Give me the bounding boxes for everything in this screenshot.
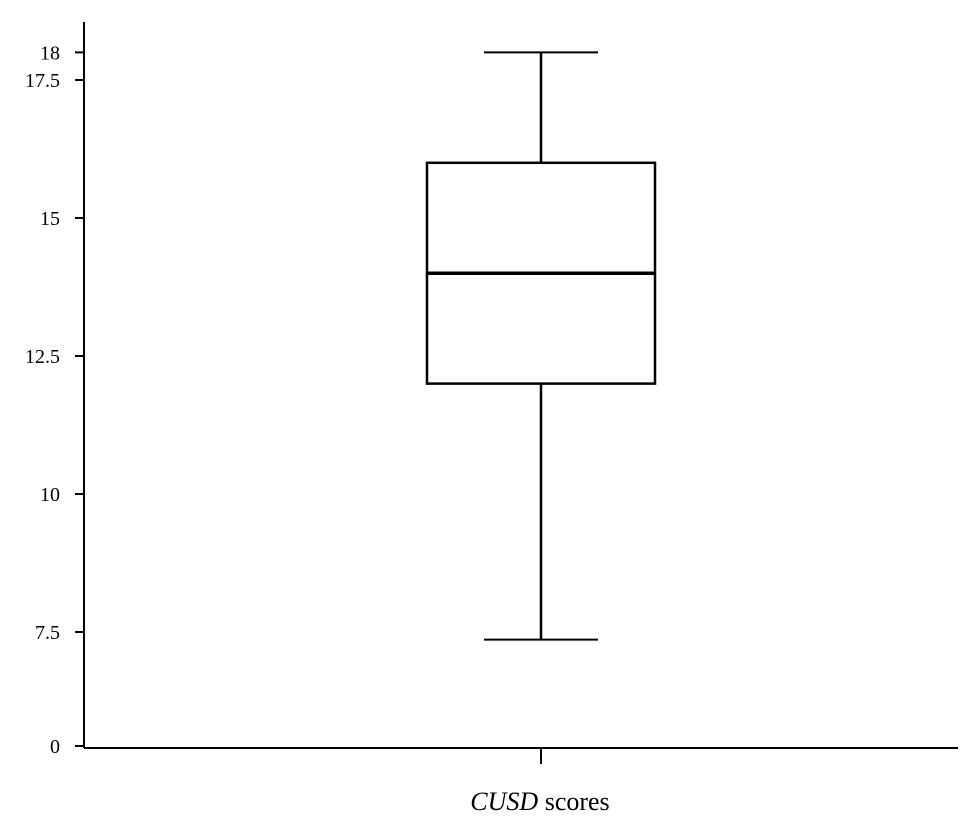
y-tick-label-3: 12.5 [25,346,60,368]
y-tick-label-5: 17.5 [25,70,60,92]
x-axis-label: CUSD scores [470,787,609,816]
y-tick-label-1: 7.5 [35,622,60,644]
y-tick-label-0: 0 [50,736,60,758]
x-axis-label-rest: scores [538,787,609,816]
y-tick-label-4: 15 [40,208,60,230]
y-axis: 0 7.5 10 12.5 15 17.5 18 [25,22,85,758]
y-tick-label-2: 10 [40,484,60,506]
box-plot [425,51,657,641]
y-tick-label-6: 18 [40,42,60,64]
x-axis-label-italic: CUSD [470,787,538,816]
x-axis [84,747,958,764]
